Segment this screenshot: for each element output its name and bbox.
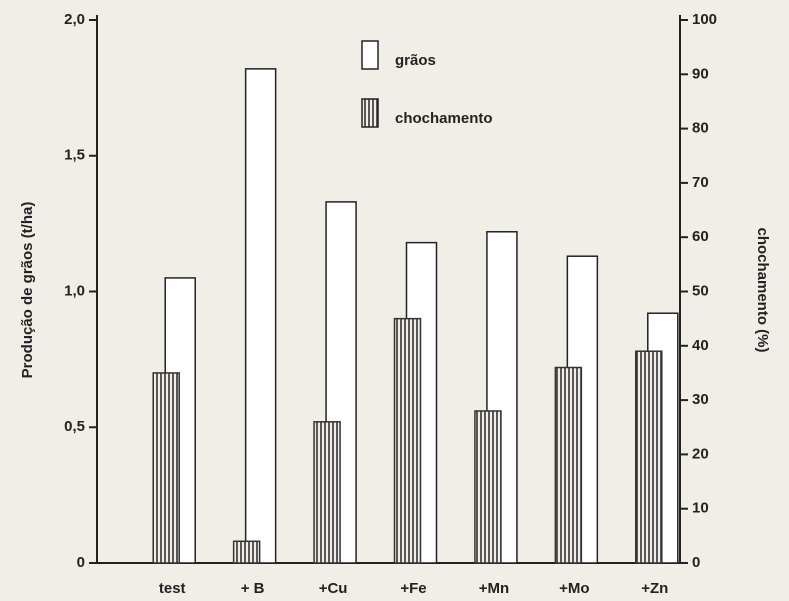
x-tick-label: + B	[241, 580, 265, 597]
bar	[152, 372, 180, 564]
bar	[313, 421, 341, 564]
y-tick-label: 0,5	[64, 418, 85, 435]
y2-axis-label: chochamento (%)	[754, 227, 771, 352]
y-tick-label: 1,0	[64, 282, 85, 299]
bar	[232, 540, 261, 564]
y-tick-label: 1,5	[64, 147, 85, 164]
y-tick-label: 2,0	[64, 11, 85, 28]
bar	[244, 68, 277, 564]
y2-tick-label: 70	[692, 174, 709, 191]
y2-tick-label: 40	[692, 337, 709, 354]
legend-label: chochamento	[395, 110, 493, 127]
x-tick-label: +Fe	[400, 580, 426, 597]
x-tick-label: +Mo	[559, 580, 589, 597]
y-tick-label: 0	[77, 554, 85, 571]
bar	[554, 366, 583, 564]
legend-label: grãos	[395, 52, 436, 69]
y2-tick-label: 80	[692, 120, 709, 137]
x-tick-label: +Cu	[319, 580, 348, 597]
y2-tick-label: 0	[692, 554, 700, 571]
y2-tick-label: 50	[692, 282, 709, 299]
y2-tick-label: 20	[692, 445, 709, 462]
y2-tick-label: 10	[692, 500, 709, 517]
y-axis-label: Produção de grãos (t/ha)	[19, 202, 36, 379]
bar	[635, 350, 663, 564]
y2-tick-label: 60	[692, 228, 709, 245]
y2-tick-label: 90	[692, 65, 709, 82]
y2-tick-label: 100	[692, 11, 717, 28]
x-tick-label: +Mn	[479, 580, 509, 597]
bar	[474, 410, 502, 564]
bar	[393, 317, 422, 564]
x-tick-label: test	[159, 580, 186, 597]
y2-tick-label: 30	[692, 391, 709, 408]
legend-swatch	[361, 98, 379, 128]
legend-swatch	[361, 40, 379, 70]
x-tick-label: +Zn	[641, 580, 668, 597]
